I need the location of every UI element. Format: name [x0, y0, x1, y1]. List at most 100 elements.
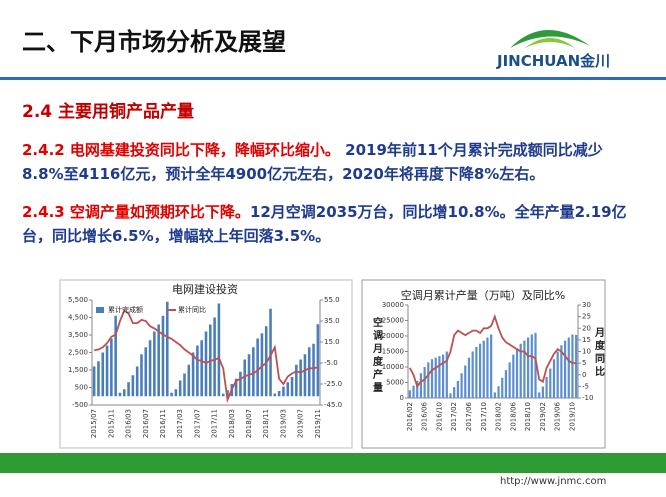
y2-tick-label: 30 — [582, 301, 591, 309]
x-tick-label: 2019/11 — [314, 409, 322, 438]
bar — [153, 331, 156, 397]
y-tick-label: 0 — [400, 394, 404, 402]
x-tick-label: 2017/06 — [465, 401, 473, 431]
bar — [200, 340, 203, 397]
bar — [493, 392, 496, 398]
bar — [442, 354, 445, 398]
bar — [567, 337, 570, 398]
bar — [196, 345, 199, 397]
x-tick-label: 2016/07 — [142, 409, 150, 438]
y2-axis-label: 月度同比 — [593, 327, 606, 379]
bar — [467, 357, 471, 398]
bar — [140, 354, 143, 397]
chart-title: 电网建设投资 — [172, 282, 238, 296]
logo-text: JINCHUAN金川 — [497, 52, 611, 70]
legend-label: 累计完成额 — [108, 305, 143, 314]
bar — [412, 385, 415, 398]
y2-tick-label: -5.0 — [324, 359, 338, 367]
x-tick-label: 2018/06 — [509, 401, 517, 431]
bar — [307, 347, 311, 397]
bar — [515, 348, 519, 398]
x-tick-label: 2019/03 — [279, 409, 287, 438]
bar — [541, 386, 544, 398]
paragraph-body: 2019年前11个月累计完成额同比减少8.8%至4116亿元，预计全年4900亿… — [22, 141, 603, 183]
bar — [504, 370, 508, 398]
bar — [571, 334, 574, 398]
x-tick-label: 2019/02 — [539, 402, 547, 431]
footer-url: http://www.jnmc.com — [500, 476, 607, 487]
bar — [174, 389, 178, 397]
bar — [131, 375, 135, 397]
y-tick-label: 3,500 — [68, 331, 88, 339]
bar — [549, 368, 552, 398]
line — [409, 313, 577, 389]
bar — [545, 376, 548, 398]
bar — [256, 338, 259, 397]
bar — [187, 364, 191, 397]
y2-tick-label: -25.0 — [324, 380, 342, 388]
bar — [118, 392, 122, 397]
bar — [490, 334, 493, 398]
y2-tick-label: 55.0 — [324, 296, 340, 304]
bar — [303, 354, 307, 397]
bar — [101, 352, 105, 397]
bar — [512, 354, 515, 398]
bar — [277, 391, 281, 397]
section-title: 2.4 主要用铜产品产量 — [22, 102, 195, 122]
paragraph: 2.4.3 空调产量如预期环比下降。12月空调2035万台，同比增10.8%。全… — [22, 200, 642, 248]
logo-mark — [510, 29, 590, 48]
bar — [286, 382, 290, 397]
slide-title: 二、下月市场分析及展望 — [22, 28, 286, 56]
y-tick-label: 10000 — [382, 363, 404, 371]
y2-tick-label: 0 — [582, 371, 586, 379]
legend-swatch — [96, 307, 104, 313]
y2-tick-label: -5 — [582, 382, 589, 390]
x-tick-label: 2018/11 — [262, 409, 270, 438]
bar — [170, 392, 173, 397]
bar — [144, 347, 148, 397]
bar — [252, 347, 255, 397]
bar — [427, 362, 430, 398]
bar — [273, 393, 277, 397]
bar — [234, 378, 238, 397]
x-tick-label: 2018/07 — [245, 409, 253, 438]
y2-tick-label: 25 — [582, 313, 591, 321]
x-tick-label: 2016/03 — [125, 409, 133, 438]
x-tick-label: 2017/07 — [193, 409, 201, 438]
bar — [312, 343, 315, 397]
bar — [475, 346, 478, 398]
bar — [445, 351, 448, 398]
y-tick-label: 1,500 — [68, 366, 88, 374]
bar — [122, 389, 126, 397]
bar — [161, 315, 165, 397]
bar — [560, 345, 563, 398]
footer-band — [0, 453, 666, 473]
bar — [191, 352, 195, 397]
bar — [282, 386, 285, 397]
bar — [183, 373, 186, 397]
bar — [110, 338, 113, 397]
y2-tick-label: 5 — [582, 359, 586, 367]
bar — [575, 334, 578, 398]
bar — [97, 361, 100, 397]
x-tick-label: 2017/03 — [176, 409, 184, 438]
bar — [408, 390, 411, 398]
x-tick-label: 2015/11 — [107, 409, 115, 438]
bar — [269, 308, 272, 397]
x-tick-label: 2016/10 — [435, 402, 443, 431]
bar — [165, 301, 169, 397]
bar — [453, 387, 456, 398]
paragraph: 2.4.2 电网基建投资同比下降，降幅环比缩小。 2019年前11个月累计完成额… — [22, 138, 642, 186]
x-tick-label: 2016/11 — [159, 409, 167, 438]
bar — [226, 390, 229, 397]
bar — [482, 340, 485, 398]
bar — [243, 359, 247, 397]
bar — [486, 337, 489, 398]
y-tick-label: 20000 — [382, 332, 404, 340]
y2-tick-label: 15 — [582, 336, 591, 344]
bar — [508, 362, 511, 398]
y-tick-label: 15000 — [382, 348, 404, 356]
y-tick-label: 2,500 — [68, 349, 88, 357]
